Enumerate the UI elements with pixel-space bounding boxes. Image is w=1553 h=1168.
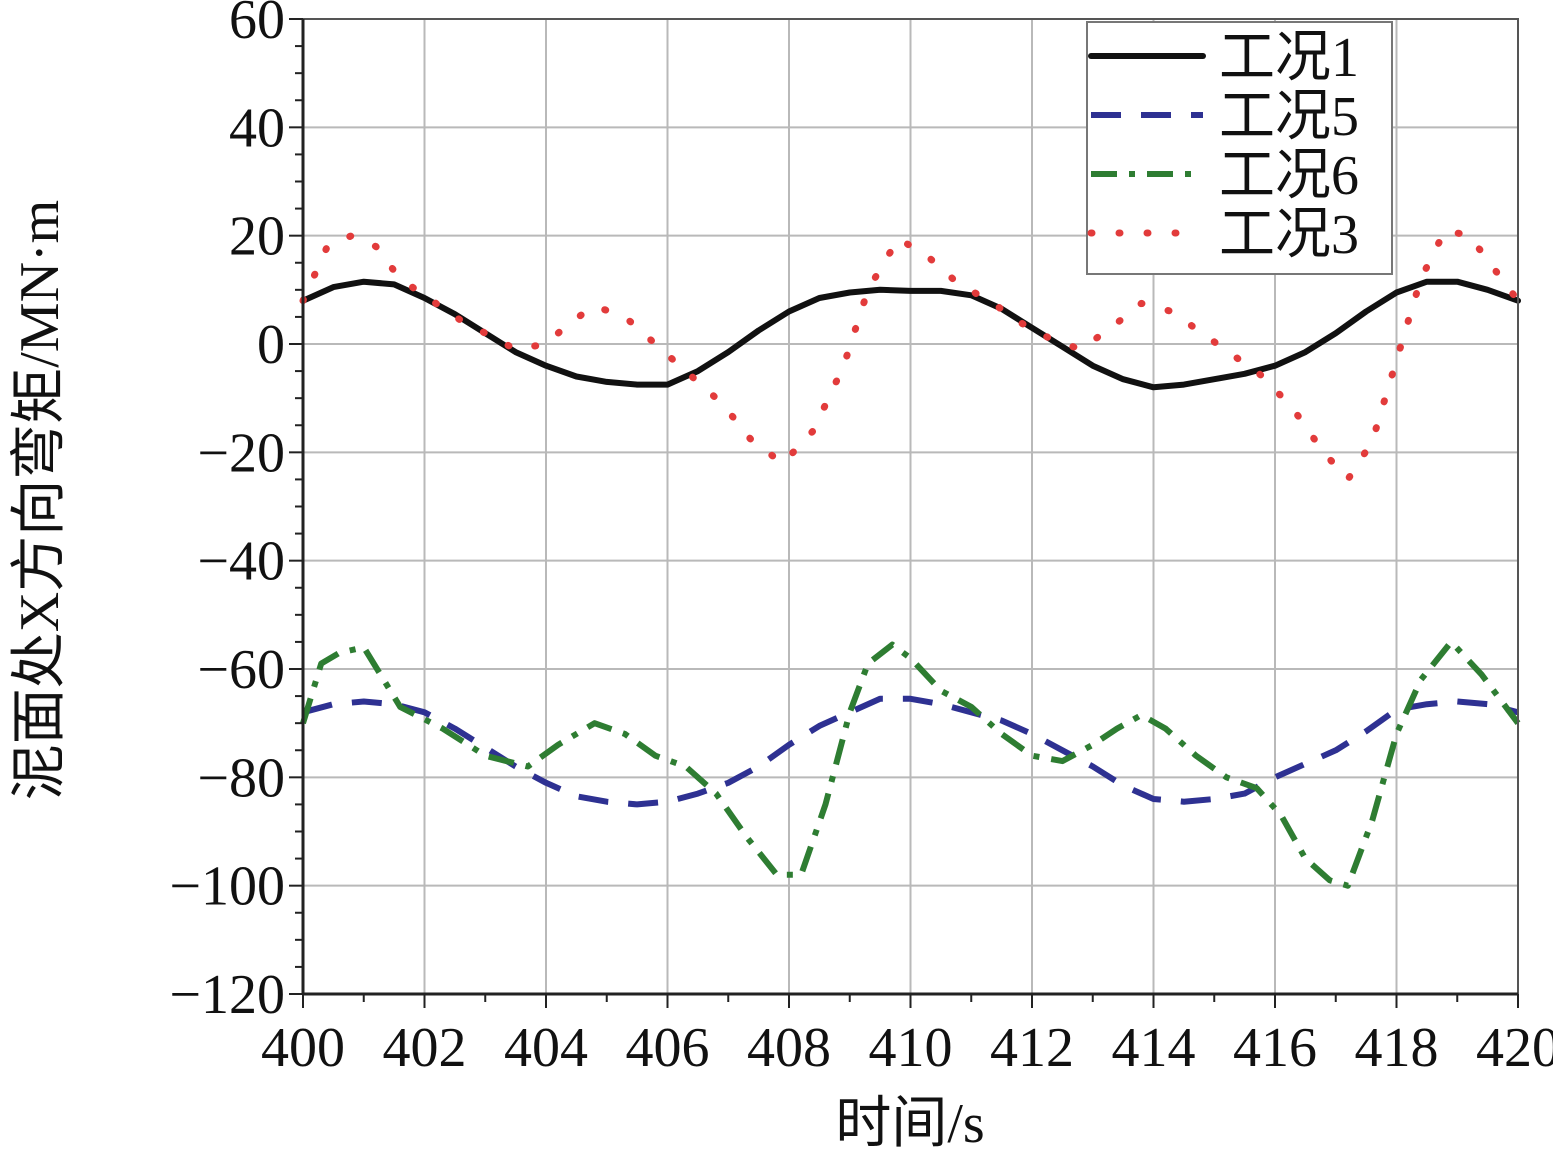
x-tick-label: 414	[1112, 1017, 1196, 1079]
x-tick-label: 404	[504, 1017, 588, 1079]
y-tick-label: 60	[229, 0, 285, 51]
y-axis-title: 泥面处X方向弯矩/MN·m	[9, 200, 71, 800]
legend-label-4: 工况3	[1219, 204, 1359, 266]
legend-label-2: 工况5	[1219, 86, 1359, 148]
x-tick-label: 420	[1476, 1017, 1553, 1079]
x-tick-label: 416	[1233, 1017, 1317, 1079]
y-tick-label: −80	[197, 747, 285, 809]
y-tick-label: −120	[169, 964, 285, 1026]
legend-label-1: 工况1	[1219, 27, 1359, 89]
y-tick-label: −100	[169, 856, 285, 918]
x-axis-title: 时间/s	[835, 1093, 984, 1155]
legend-box	[1086, 21, 1393, 275]
y-tick-label: −60	[197, 639, 285, 701]
y-tick-label: 20	[229, 206, 285, 268]
y-tick-label: 0	[257, 314, 285, 376]
y-tick-label: −40	[197, 531, 285, 593]
x-tick-label: 406	[626, 1017, 710, 1079]
x-tick-label: 418	[1355, 1017, 1439, 1079]
x-tick-label: 412	[990, 1017, 1074, 1079]
x-tick-label: 402	[383, 1017, 467, 1079]
y-tick-label: −20	[197, 422, 285, 484]
legend-label-3: 工况6	[1219, 145, 1359, 207]
x-tick-label: 400	[261, 1017, 345, 1079]
y-tick-label: 40	[229, 97, 285, 159]
x-tick-label: 408	[747, 1017, 831, 1079]
series-line-3	[300, 638, 1521, 889]
x-tick-label: 410	[869, 1017, 953, 1079]
series-layer	[299, 226, 1522, 889]
